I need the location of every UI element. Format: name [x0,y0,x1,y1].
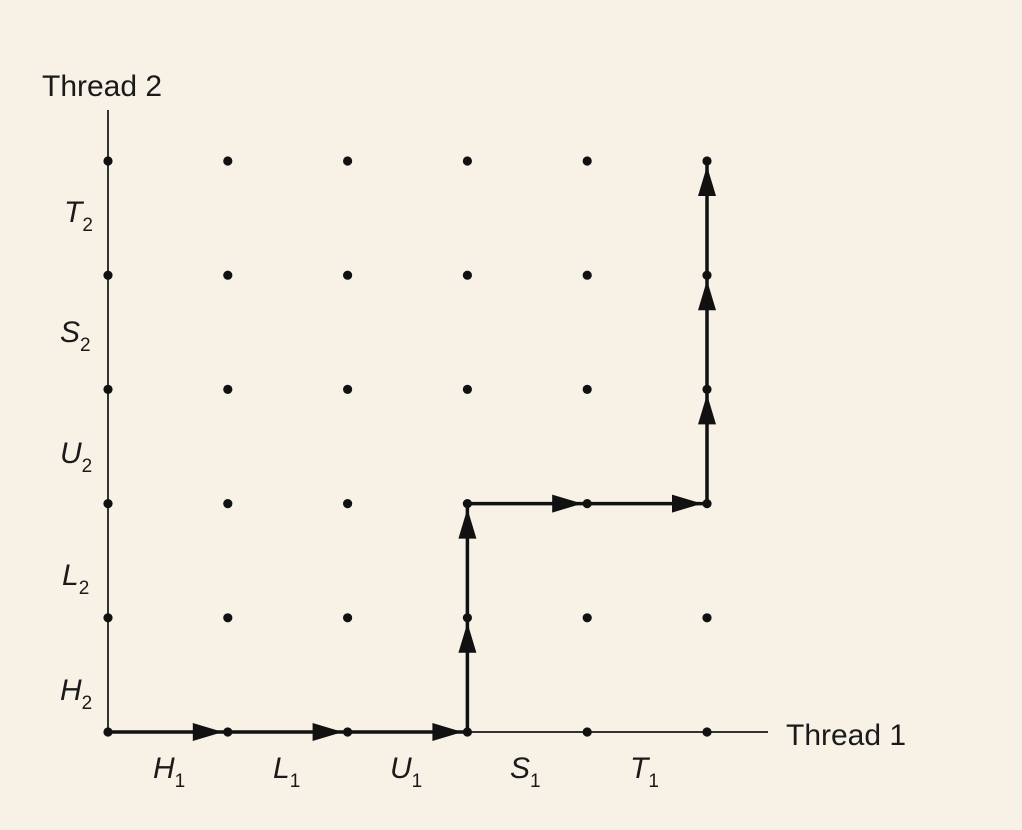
trajectory-arrowhead [458,508,477,539]
grid-point [582,270,592,280]
grid-point [702,499,712,509]
grid-point [103,499,113,509]
trajectory-arrowhead [672,494,702,513]
grid-point [343,499,353,509]
y-segment-label-h2: H2 [60,674,92,714]
y-segment-label-t2: T2 [64,196,93,236]
grid-point [343,727,353,737]
y-axis-segment-labels: H2 L2 U2 S2 T2 [60,196,93,714]
grid-point [462,727,472,737]
x-segment-label-u1: U1 [390,752,422,792]
grid-point [462,613,472,623]
y-segment-label-l2: L2 [62,559,89,599]
grid-point [223,384,233,394]
grid-point [462,156,472,166]
trajectory [108,161,716,741]
trajectory-arrowhead [432,723,463,741]
x-axis-title: Thread 1 [786,719,906,752]
y-segment-label-u2: U2 [60,437,92,477]
grid-point [103,156,113,166]
grid-point [103,727,113,737]
trajectory-arrowhead [312,723,343,741]
y-segment-label-s2: S2 [60,316,91,356]
grid-point [702,613,712,623]
x-segment-label-s1: S1 [510,752,541,792]
grid-point [702,384,712,394]
x-segment-label-t1: T1 [630,752,659,792]
axes [107,110,768,733]
grid-point [582,499,592,509]
grid-point [582,727,592,737]
trajectory-arrowhead [458,622,477,653]
grid-point [343,384,353,394]
x-axis-segment-labels: H1 L1 U1 S1 T1 [153,752,659,792]
trajectory-arrowhead [192,723,223,741]
x-segment-label-h1: H1 [153,752,185,792]
grid-point [343,270,353,280]
grid-point [103,270,113,280]
grid-point [343,613,353,623]
grid-point [343,156,353,166]
grid-point [582,384,592,394]
trajectory-arrowhead [698,166,716,196]
grid-point [462,270,472,280]
grid-point [223,613,233,623]
grid-point [223,499,233,509]
grid-point [223,727,233,737]
grid-point [462,499,472,509]
grid-point [702,156,712,166]
grid-points [103,156,712,737]
trajectory-arrowhead [552,494,583,513]
trajectory-arrowhead [698,394,716,425]
trajectory-arrowhead [698,280,716,311]
grid-point [462,384,472,394]
grid-point [702,727,712,737]
grid-point [702,270,712,280]
grid-point [103,384,113,394]
grid-point [223,270,233,280]
x-segment-label-l1: L1 [273,752,300,792]
y-axis-title: Thread 2 [42,70,162,103]
grid-point [103,613,113,623]
grid-point [582,156,592,166]
grid-point [582,613,592,623]
grid-point [223,156,233,166]
